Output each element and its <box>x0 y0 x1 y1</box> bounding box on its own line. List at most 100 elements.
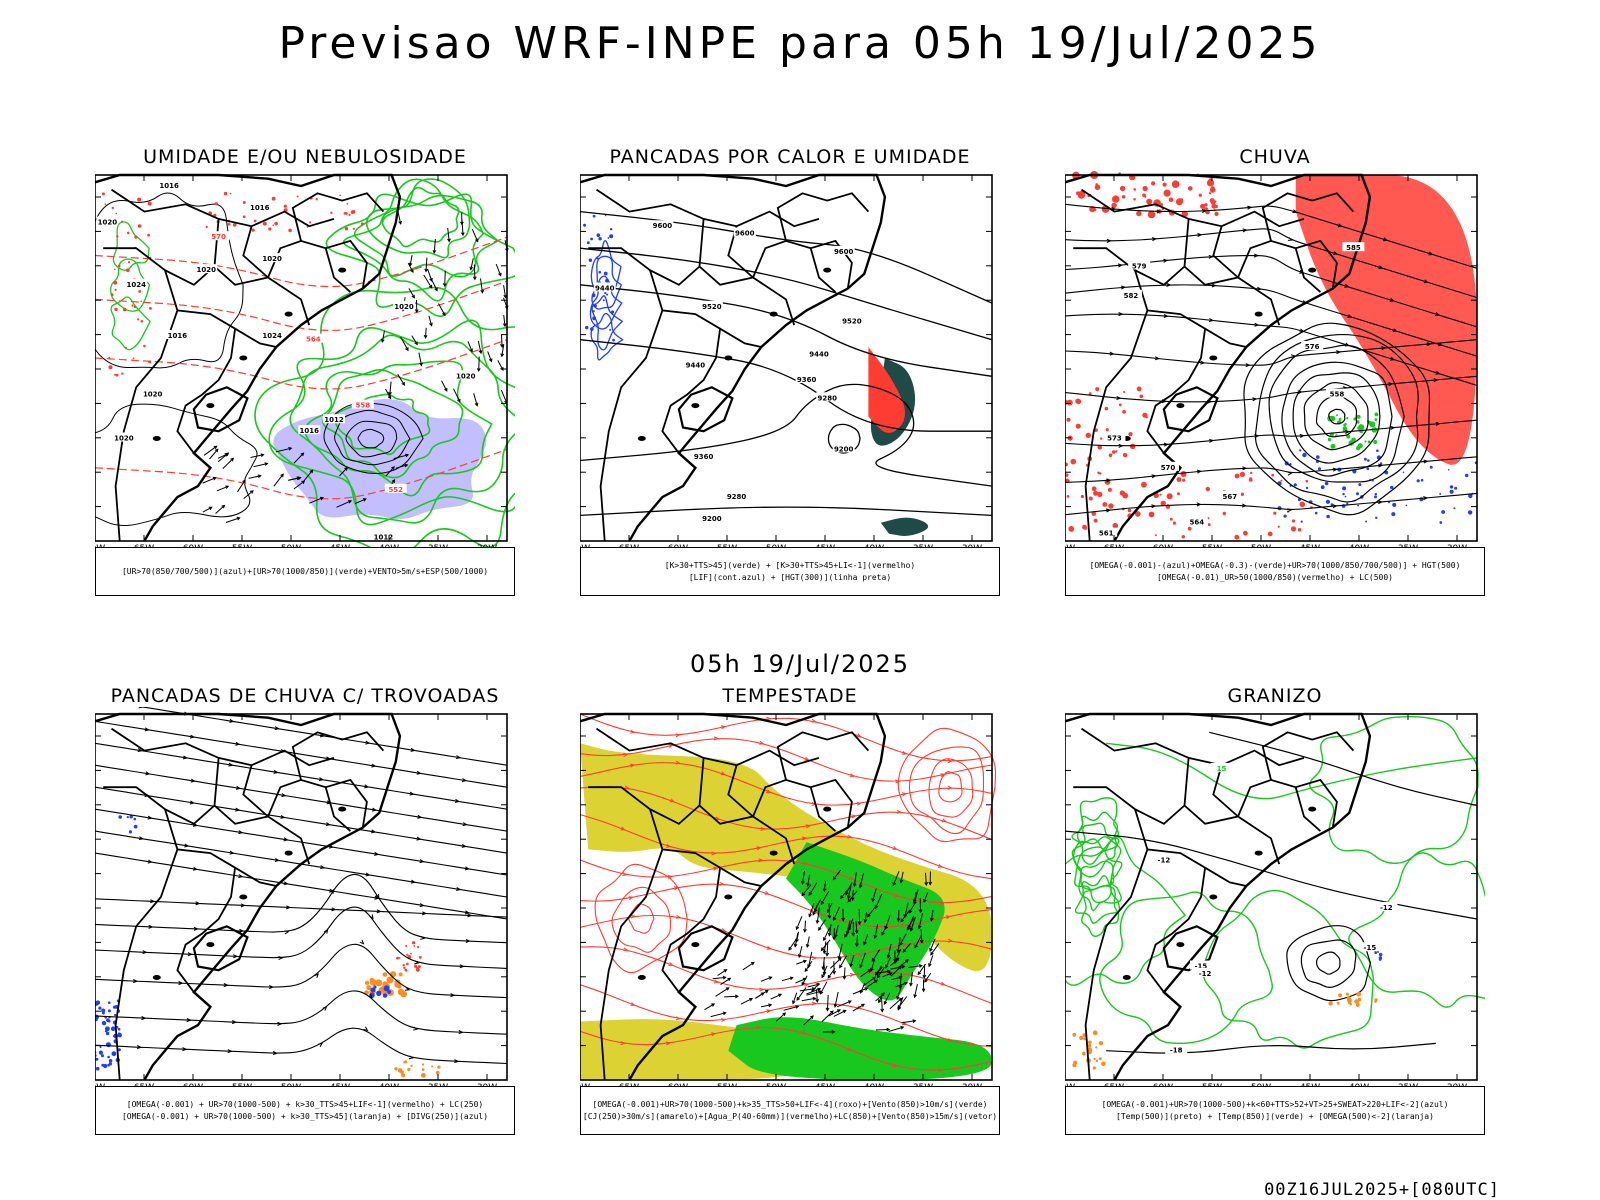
divergence-cell <box>98 1050 103 1055</box>
flow-arrow <box>849 773 856 778</box>
flow-arrow <box>623 752 629 757</box>
country-border <box>1134 808 1247 887</box>
wind-vector <box>770 993 782 1000</box>
country-border <box>267 778 368 828</box>
contour-label: 570 <box>1161 464 1176 472</box>
flow-arrow <box>668 744 674 748</box>
wind-vector-head <box>831 1030 836 1034</box>
divergence-cell <box>117 1032 121 1035</box>
rain-cell <box>1075 398 1081 404</box>
wind-vector-head <box>874 979 878 984</box>
omega500-cell <box>1355 1003 1360 1007</box>
contour-label: -15 <box>1364 944 1377 952</box>
hgt-contour <box>1328 408 1346 425</box>
flow-arrow <box>1426 342 1432 347</box>
rain-cell <box>1209 198 1215 204</box>
lake <box>1308 267 1317 273</box>
lake <box>284 311 293 317</box>
lon-tick-label: 40W <box>1349 1083 1369 1087</box>
flow-arrow <box>719 881 725 886</box>
wind-vector <box>712 976 726 980</box>
contour-label-bg <box>1194 967 1217 977</box>
strong-instability-cell <box>403 966 406 969</box>
wind-vector-head <box>825 952 830 957</box>
thickness-line <box>95 236 508 288</box>
temp500-contour <box>1106 1042 1436 1054</box>
wind-vector <box>874 923 879 939</box>
lon-tick-label: 35W <box>913 1083 933 1087</box>
country-border <box>1183 757 1281 865</box>
omega-cell <box>1366 467 1370 471</box>
wind-vector-head <box>803 928 807 933</box>
omega-cell <box>1320 485 1325 490</box>
flow-arrow <box>1383 237 1389 242</box>
panel-thunderstorms: PANCADAS DE CHUVA C/ TROVOADAS 12S15S18S… <box>95 685 515 1137</box>
rain-cell <box>1148 511 1155 518</box>
hgt-contour <box>580 506 993 517</box>
omega500-cell <box>1374 1000 1377 1003</box>
lake <box>823 267 832 273</box>
wind-vector-head <box>924 882 929 887</box>
wind-vector <box>908 965 922 968</box>
flow-arrow <box>281 793 287 798</box>
contour-label-bg <box>733 227 756 237</box>
lif-noise <box>583 223 587 227</box>
omega500-cell <box>1357 997 1362 1002</box>
streamline <box>95 742 508 810</box>
thickness-noise <box>108 365 113 370</box>
contour-label-bg <box>261 330 284 340</box>
thickness-noise <box>138 290 142 293</box>
omega-cell <box>1326 514 1330 519</box>
frame-axes: 12S15S18S21S24S27S30S33S36S39S42S70W65W6… <box>1065 174 1478 548</box>
contour-label: 9280 <box>817 394 837 402</box>
uruguay-border <box>192 925 249 972</box>
temp850-contour <box>1202 889 1375 1049</box>
thickness-noise <box>242 201 246 204</box>
wind-vector <box>828 924 832 936</box>
contour-label-bg <box>684 359 707 369</box>
divergence-cell <box>114 1013 117 1017</box>
lif-noise <box>588 258 593 262</box>
humidity-contour <box>343 194 500 302</box>
wind-vector-head <box>929 917 934 922</box>
omega-cell <box>1439 492 1442 495</box>
contour-label-bg <box>248 201 271 211</box>
panel-hail: GRANIZO -12-12-15-15-1815-1212S15S18S21S… <box>1065 685 1485 1137</box>
wind-vector-head <box>428 284 433 289</box>
lake <box>284 850 293 856</box>
omega-cell <box>1374 495 1377 499</box>
flow-arrow <box>195 901 201 906</box>
country-border <box>1237 239 1338 289</box>
thickness-noise <box>111 206 114 210</box>
wind-vector-head <box>802 977 807 982</box>
wind-vector-head <box>842 975 847 980</box>
omega500-cell <box>1087 1044 1092 1048</box>
humidity-contour <box>268 319 515 526</box>
lon-tick-label: 30W <box>962 1083 982 1087</box>
thickness-noise <box>223 191 228 196</box>
flow-arrow <box>319 733 326 738</box>
strong-omega-cell <box>1346 434 1351 439</box>
flow-arrow <box>323 928 329 934</box>
divergence-cell <box>128 830 133 834</box>
omega500-cell <box>1093 1057 1096 1061</box>
contour-label: 9440 <box>595 284 615 292</box>
panel-title: UMIDADE E/OU NEBULOSIDADE <box>143 146 467 168</box>
flow-arrow <box>318 777 325 782</box>
contour-label: -15 <box>1195 963 1208 971</box>
flow-arrow <box>182 1047 188 1052</box>
flow-arrow <box>801 1030 807 1035</box>
humidity-contour <box>112 221 150 271</box>
wind-vector-head <box>880 1008 885 1013</box>
rain-cell <box>1168 197 1174 202</box>
temp850-contours <box>1065 716 1485 1049</box>
flow-arrow <box>186 1018 192 1023</box>
contour-label: 9360 <box>694 453 714 461</box>
flow-arrow <box>322 1005 328 1011</box>
divergence-cell <box>107 1055 110 1059</box>
wind-vector <box>760 976 772 982</box>
wind-vector <box>877 970 890 974</box>
flow-arrow <box>456 886 462 891</box>
strong-instability-cell <box>417 946 420 949</box>
wind-vector <box>875 966 883 976</box>
